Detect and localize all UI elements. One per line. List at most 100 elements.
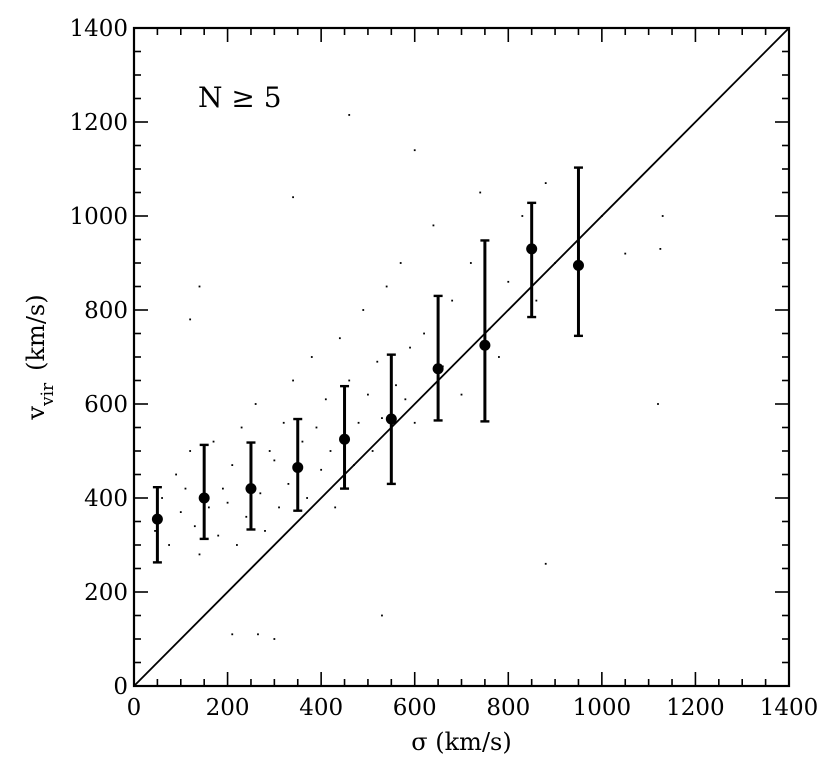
scatter-point: [348, 379, 351, 382]
scatter-point: [161, 497, 163, 499]
y-axis-title-main: v: [22, 406, 50, 421]
mean-point: [526, 243, 538, 255]
scatter-point: [282, 421, 285, 424]
scatter-point: [357, 421, 360, 424]
sample-annotation: N ≥ 5: [198, 81, 282, 114]
x-tick-label: 200: [206, 695, 250, 721]
scatter-point: [460, 393, 463, 396]
scatter-point: [381, 614, 383, 617]
mean-point: [432, 363, 444, 375]
y-tick-label: 0: [113, 674, 128, 700]
scatter-point: [315, 426, 318, 429]
scatter-point: [385, 285, 388, 288]
scatter-point: [479, 191, 482, 194]
mean-point: [385, 413, 397, 425]
scatter-point: [257, 633, 259, 636]
scatter-point: [301, 440, 304, 443]
axis-ticks: [133, 27, 790, 687]
x-tick-label: 1200: [666, 695, 725, 721]
reference-line: [133, 27, 790, 687]
scatter-point: [212, 440, 215, 443]
scatter-point: [264, 530, 266, 532]
scatter-point: [657, 403, 659, 405]
binned-errorbars: [152, 166, 583, 564]
x-tick-label: 0: [127, 695, 142, 721]
scatter-point: [193, 525, 196, 528]
scatter-point: [292, 379, 294, 382]
scatter-point: [254, 403, 257, 405]
mean-point: [151, 513, 163, 525]
scatter-point: [413, 421, 416, 424]
scatter-point: [273, 459, 276, 462]
scatter-point: [362, 309, 365, 311]
scatter-point: [231, 633, 234, 636]
scatter-point: [310, 356, 313, 358]
scatter-point: [273, 638, 276, 640]
y-tick-label: 600: [84, 392, 128, 418]
scatter-point: [404, 398, 407, 401]
scatter-point: [189, 318, 192, 321]
scatter-point: [207, 506, 210, 509]
scatter-point: [198, 285, 201, 288]
scatter-point: [413, 149, 416, 152]
x-tick-label: 400: [299, 695, 343, 721]
scatter-point: [371, 450, 374, 452]
scatter-point: [231, 464, 234, 466]
scatter-point: [521, 215, 524, 217]
reference-line-group: [133, 27, 790, 687]
scatter-point: [367, 393, 369, 396]
binned-mean-points: [151, 243, 584, 525]
y-tick-label: 1400: [69, 16, 128, 42]
mean-point: [245, 483, 257, 495]
scatter-point: [432, 224, 435, 227]
scatter-point: [544, 182, 547, 184]
y-tick-labels: 0 200 400 600 800 1000 1200 1400: [69, 16, 128, 700]
x-tick-labels: 0 200 400 600 800 1000 1200 1400: [127, 695, 819, 721]
scatter-point: [498, 356, 500, 358]
scatter-point: [217, 534, 220, 537]
scatter-point: [268, 450, 271, 452]
scatter-point: [329, 450, 332, 452]
scatter-point: [544, 562, 547, 565]
mean-point: [292, 461, 304, 473]
x-tick-label: 1000: [573, 695, 632, 721]
x-axis-title: σ (km/s): [411, 728, 511, 756]
scatter-point: [154, 530, 156, 532]
scatter-point: [221, 487, 224, 490]
scatter-point: [469, 262, 472, 264]
scatter-point: [324, 398, 327, 401]
scatter-point: [535, 299, 538, 302]
y-tick-label: 400: [84, 486, 128, 512]
scatter-point: [175, 473, 178, 476]
scatter-point: [189, 450, 192, 452]
x-tick-label: 1400: [760, 695, 819, 721]
y-axis-title: vvir (km/s): [22, 294, 58, 420]
scatter-point: [409, 346, 411, 349]
scatter-point: [381, 417, 383, 419]
scatter-point: [278, 506, 280, 509]
scatter-point: [338, 337, 341, 340]
scatter-point: [423, 332, 425, 335]
mean-point: [198, 492, 210, 504]
y-tick-label: 800: [84, 298, 128, 324]
scatter-point: [287, 483, 290, 485]
scatter-points: [154, 114, 664, 640]
scatter-point: [306, 497, 309, 499]
scatter-point: [376, 360, 379, 363]
y-tick-label: 1200: [69, 110, 128, 136]
scatter-point: [226, 501, 229, 504]
scatter-point: [659, 248, 662, 250]
scatter-point: [348, 114, 351, 116]
scatter-point: [245, 515, 248, 518]
y-axis-title-units: (km/s): [22, 294, 50, 370]
mean-point: [339, 433, 351, 445]
mean-point: [572, 259, 584, 271]
scatter-point: [240, 426, 243, 429]
scatter-point: [334, 506, 337, 509]
scatter-point: [624, 252, 627, 255]
scatter-point: [198, 553, 201, 556]
scatter-point: [399, 262, 402, 264]
y-axis-title-subscript: vir: [38, 382, 58, 407]
scatter-point: [179, 511, 182, 513]
scatter-point: [507, 280, 510, 283]
